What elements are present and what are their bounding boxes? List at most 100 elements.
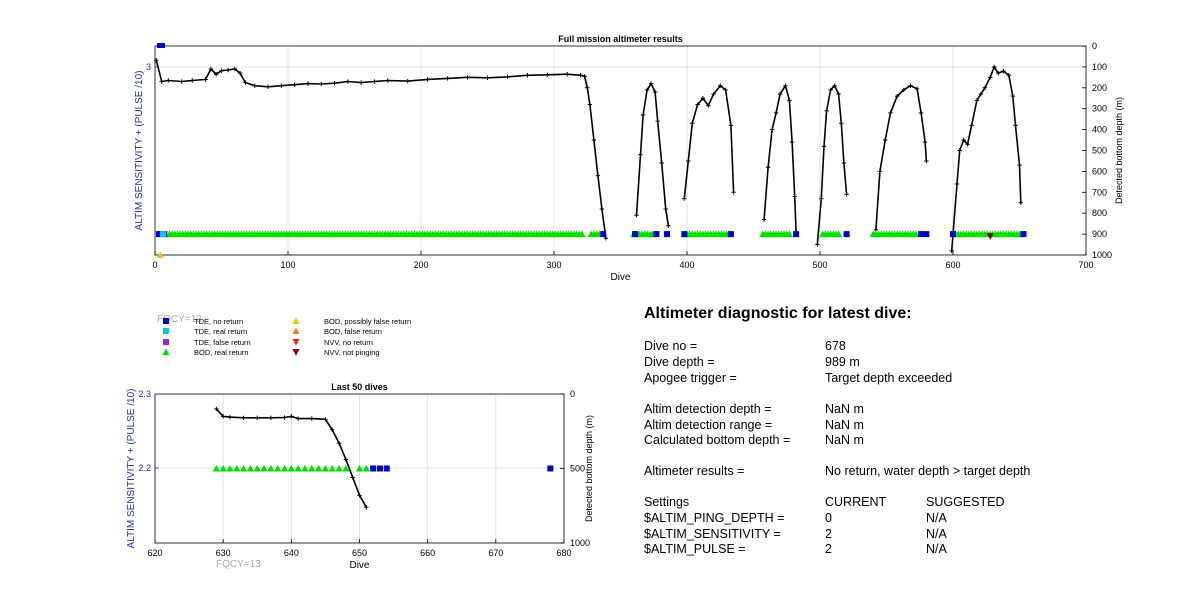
- status-marker: [301, 464, 309, 472]
- status-marker: [321, 464, 330, 472]
- depth-point: [638, 152, 643, 157]
- depth-point: [836, 91, 841, 97]
- depth-point: [582, 74, 587, 79]
- depth-point: [179, 79, 184, 84]
- depth-point: [655, 119, 660, 124]
- depth-point: [599, 206, 605, 212]
- setting-current: 2: [825, 542, 832, 556]
- status-marker: [315, 464, 323, 472]
- right-axis-label: Detected bottom depth (m): [584, 415, 594, 522]
- depth-point: [213, 72, 219, 77]
- depth-point: [723, 87, 728, 93]
- legend-marker: [292, 327, 300, 334]
- depth-point: [292, 82, 297, 87]
- fqcy-note: FQCY=13: [157, 314, 202, 325]
- chart-title: Last 50 dives: [331, 382, 388, 392]
- depth-point: [974, 98, 980, 103]
- depth-point: [996, 70, 1001, 76]
- depth-point: [888, 110, 893, 116]
- right-tick-label: 800: [1092, 208, 1107, 218]
- bod-real-return-marker: [835, 230, 843, 238]
- depth-point: [783, 83, 788, 88]
- depth-line: [683, 84, 735, 199]
- status-marker: [383, 465, 390, 472]
- setting-suggested: N/A: [926, 527, 947, 541]
- depth-point: [485, 75, 490, 80]
- right-tick-label: 500: [570, 464, 585, 474]
- depth-point: [220, 414, 226, 419]
- depth-point: [769, 127, 775, 132]
- status-marker: [355, 464, 364, 472]
- depth-point: [587, 102, 593, 107]
- fqcy-note: FQCY=13: [216, 559, 261, 570]
- depth-point: [821, 144, 827, 149]
- left-tick-label: 2.2: [138, 463, 151, 473]
- status-marker: [328, 464, 336, 472]
- depth-point: [731, 190, 736, 195]
- right-axis-label: Detected bottom depth (m): [1114, 97, 1124, 204]
- depth-point: [988, 75, 993, 80]
- depth-point: [700, 96, 706, 101]
- depth-point: [1018, 200, 1024, 205]
- depth-point: [663, 206, 668, 212]
- legend-label: NVV, not pinging: [324, 348, 380, 357]
- status-marker: [370, 465, 377, 472]
- depth-point: [992, 64, 997, 70]
- depth-point: [585, 85, 590, 90]
- legend-marker: [163, 328, 169, 334]
- legend-label: TDE, real return: [194, 327, 247, 336]
- bod-real-return-marker: [912, 230, 920, 238]
- depth-point: [954, 181, 960, 187]
- depth-line: [950, 65, 1022, 251]
- depth-point: [761, 217, 767, 222]
- status-marker: [212, 464, 220, 472]
- status-marker: [653, 231, 660, 238]
- depth-point: [711, 91, 716, 97]
- depth-point: [957, 148, 962, 153]
- depth-point: [686, 158, 691, 164]
- depth-point: [309, 416, 314, 421]
- depth-point: [595, 173, 601, 178]
- status-marker: [240, 464, 248, 472]
- depth-point: [922, 139, 928, 145]
- depth-point: [787, 98, 792, 103]
- depth-line: [155, 60, 607, 239]
- right-tick-label: 700: [1092, 187, 1107, 197]
- status-marker: [918, 231, 925, 238]
- depth-point: [828, 87, 833, 93]
- depth-point: [1013, 123, 1018, 128]
- depth-point: [332, 81, 337, 86]
- status-marker: [632, 231, 639, 238]
- setting-name: $ALTIM_PULSE =: [644, 542, 746, 556]
- depth-point: [350, 475, 355, 480]
- detection-depth-value: NaN m: [825, 402, 864, 416]
- depth-point: [792, 194, 797, 199]
- setting-current: 2: [825, 527, 832, 541]
- depth-point: [323, 417, 328, 422]
- right-tick-label: 500: [1092, 146, 1107, 156]
- depth-point: [894, 93, 900, 99]
- depth-point: [305, 81, 311, 86]
- right-tick-label: 100: [1092, 62, 1107, 72]
- depth-point: [666, 223, 671, 228]
- left-tick-label: 2.3: [138, 389, 151, 399]
- depth-point: [706, 103, 711, 108]
- depth-point: [241, 415, 246, 421]
- depth-point: [465, 75, 470, 80]
- x-tick-label: 670: [488, 548, 503, 558]
- status-marker: [986, 233, 994, 240]
- status-marker: [157, 43, 165, 48]
- depth-point: [773, 110, 779, 116]
- x-tick-label: 100: [280, 260, 295, 270]
- setting-suggested: N/A: [926, 542, 947, 556]
- depth-point: [343, 457, 349, 462]
- setting-current: 0: [825, 511, 832, 525]
- depth-point: [345, 79, 351, 84]
- status-marker: [376, 465, 383, 472]
- depth-point: [901, 87, 906, 93]
- depth-point: [268, 415, 274, 421]
- right-tick-label: 1000: [570, 538, 590, 548]
- status-marker: [219, 464, 227, 472]
- depth-point: [682, 196, 687, 201]
